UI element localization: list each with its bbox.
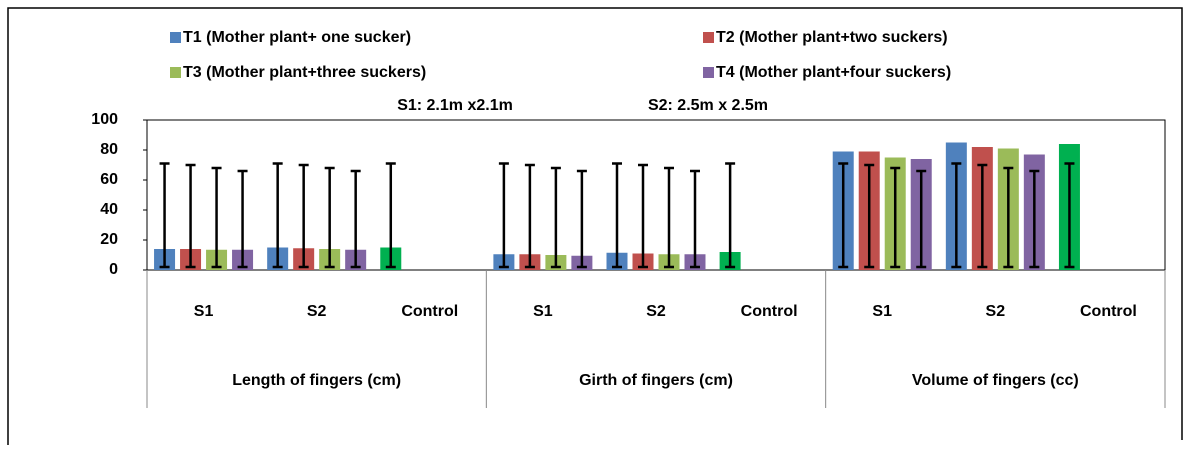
- error-bar: [576, 169, 587, 269]
- error-bar: [1003, 166, 1014, 269]
- legend-label: T1 (Mother plant+ one sucker): [183, 29, 411, 46]
- y-tick-label: 100: [91, 111, 118, 128]
- error-bar: [977, 163, 988, 269]
- legend-swatch: [170, 67, 181, 78]
- y-tick-label: 80: [100, 141, 118, 158]
- error-bar: [612, 162, 622, 269]
- error-bar: [550, 166, 561, 269]
- legend-swatch: [170, 32, 181, 43]
- error-bar: [725, 162, 736, 269]
- y-tick-label: 0: [109, 261, 118, 278]
- error-bar: [324, 166, 335, 269]
- x-tick-label: S2: [307, 303, 327, 320]
- error-bar: [916, 169, 927, 269]
- legend-swatch: [703, 32, 714, 43]
- annotation: S2: 2.5m x 2.5m: [648, 97, 768, 114]
- x-tick-label: S2: [986, 303, 1006, 320]
- x-tick-label: S1: [872, 303, 892, 320]
- error-bar: [890, 166, 901, 269]
- x-tick-label: Control: [401, 303, 458, 320]
- chart-border: [7, 7, 1183, 445]
- legend-label: T4 (Mother plant+four suckers): [716, 64, 951, 81]
- group-label: Volume of fingers (cc): [912, 372, 1079, 389]
- error-bar: [385, 162, 396, 269]
- error-bar: [272, 162, 283, 269]
- group-label: Girth of fingers (cm): [579, 372, 733, 389]
- error-bar: [498, 162, 509, 269]
- x-tick-label: Control: [1080, 303, 1137, 320]
- error-bar: [211, 166, 222, 269]
- error-bar: [864, 163, 875, 269]
- error-bar: [298, 163, 309, 269]
- x-tick-label: Control: [741, 303, 798, 320]
- x-tick-label: S1: [533, 303, 553, 320]
- error-bar: [1029, 169, 1040, 269]
- y-tick-label: 40: [100, 201, 118, 218]
- annotation: S1: 2.1m x2.1m: [397, 97, 513, 114]
- group-label: Length of fingers (cm): [232, 372, 401, 389]
- x-tick-label: S1: [194, 303, 214, 320]
- error-bar: [838, 162, 849, 269]
- error-bar: [664, 166, 674, 269]
- legend-label: T2 (Mother plant+two suckers): [716, 29, 948, 46]
- x-tick-label: S2: [646, 303, 666, 320]
- error-bar: [1064, 162, 1075, 269]
- error-bar: [185, 163, 196, 269]
- error-bar: [159, 162, 170, 269]
- error-bar: [524, 163, 535, 269]
- error-bar: [638, 163, 648, 269]
- legend-swatch: [703, 67, 714, 78]
- y-tick-label: 20: [100, 231, 118, 248]
- error-bar: [951, 162, 962, 269]
- legend-label: T3 (Mother plant+three suckers): [183, 64, 426, 81]
- error-bar: [237, 169, 248, 269]
- y-tick-label: 60: [100, 171, 118, 188]
- error-bar: [690, 169, 700, 269]
- error-bar: [350, 169, 361, 269]
